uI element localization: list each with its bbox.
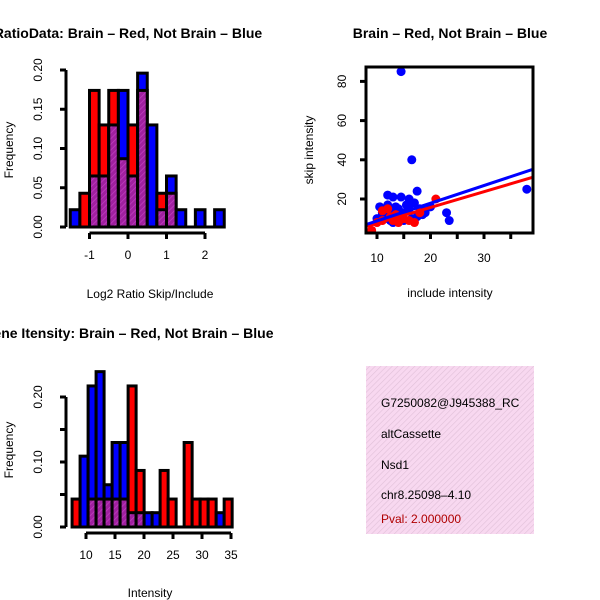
point-brain (377, 206, 387, 216)
info-location: chr8.25098–4.10 (381, 488, 471, 502)
point-not-brain (409, 198, 419, 208)
bar-not-brain (174, 208, 188, 229)
info-panel-background (366, 366, 534, 534)
point-not-brain (444, 216, 454, 226)
x-tick-label: -1 (84, 248, 95, 262)
info-pval: Pval: 2.000000 (381, 512, 461, 526)
x-axis-label: Log2 Ratio Skip/Include (87, 287, 214, 301)
x-tick-label: 20 (137, 548, 151, 562)
intensity-histogram: Gene Itensity: Brain – Red, Not Brain – … (0, 325, 274, 600)
bar-not-brain (193, 208, 207, 229)
x-tick-label: 30 (195, 548, 209, 562)
plot-frame (364, 65, 535, 235)
info-panel: G7250082@J945388_RC altCassette Nsd1 chr… (366, 366, 534, 534)
fit-line-brain (366, 176, 533, 228)
y-tick-label: 0.00 (31, 515, 45, 539)
point-not-brain (522, 184, 532, 194)
y-tick-label: 40 (335, 153, 349, 167)
y-axis-label: Frequency (2, 122, 16, 179)
point-not-brain (396, 192, 406, 202)
fit-line-not-brain (366, 168, 533, 226)
x-tick-label: 30 (477, 251, 491, 265)
x-tick-label: 2 (202, 248, 209, 262)
chart-title: Brain – Red, Not Brain – Blue (353, 25, 548, 41)
point-brain (367, 225, 377, 233)
info-event-type: altCassette (381, 427, 441, 441)
x-tick-label: 1 (163, 248, 170, 262)
info-gene: Nsd1 (381, 458, 409, 472)
x-tick-label: 15 (108, 548, 122, 562)
bar-brain (222, 497, 234, 529)
x-tick-label: 35 (224, 548, 238, 562)
y-tick-label: 80 (335, 74, 349, 88)
point-not-brain (442, 208, 452, 218)
x-tick-label: 0 (125, 248, 132, 262)
chart-title: RatioData: Brain – Red, Not Brain – Blue (0, 25, 262, 41)
x-axis-label: include intensity (407, 286, 492, 300)
point-not-brain (396, 67, 406, 77)
bar-not-brain (213, 208, 226, 229)
point-not-brain (412, 186, 422, 196)
y-tick-label: 0.10 (31, 450, 45, 474)
point-not-brain (388, 192, 398, 202)
x-tick-label: 10 (79, 548, 93, 562)
chart-title: Gene Itensity: Brain – Red, Not Brain – … (0, 325, 274, 341)
intensity-scatter: Brain – Red, Not Brain – Blue include int… (302, 25, 547, 300)
info-probe-id: G7250082@J945388_RC (381, 396, 520, 410)
ratio-histogram: RatioData: Brain – Red, Not Brain – Blue… (0, 25, 262, 301)
y-axis-label: Frequency (2, 422, 16, 479)
y-tick-label: 0.05 (31, 176, 45, 200)
x-tick-label: 10 (370, 251, 384, 265)
y-tick-label: 0.20 (31, 58, 45, 82)
y-tick-label: 0.20 (31, 385, 45, 409)
point-brain (409, 218, 419, 228)
x-axis-label: Intensity (128, 586, 173, 600)
y-tick-label: 20 (335, 192, 349, 206)
y-tick-label: 0.00 (31, 215, 45, 239)
y-tick-label: 0.15 (31, 97, 45, 121)
plot-area (366, 67, 533, 233)
x-tick-label: 20 (424, 251, 438, 265)
x-tick-label: 25 (166, 548, 180, 562)
y-tick-label: 60 (335, 114, 349, 128)
y-axis-label: skip intensity (302, 116, 316, 185)
point-not-brain (407, 155, 417, 165)
y-tick-label: 0.10 (31, 136, 45, 160)
bar-brain (166, 497, 178, 529)
